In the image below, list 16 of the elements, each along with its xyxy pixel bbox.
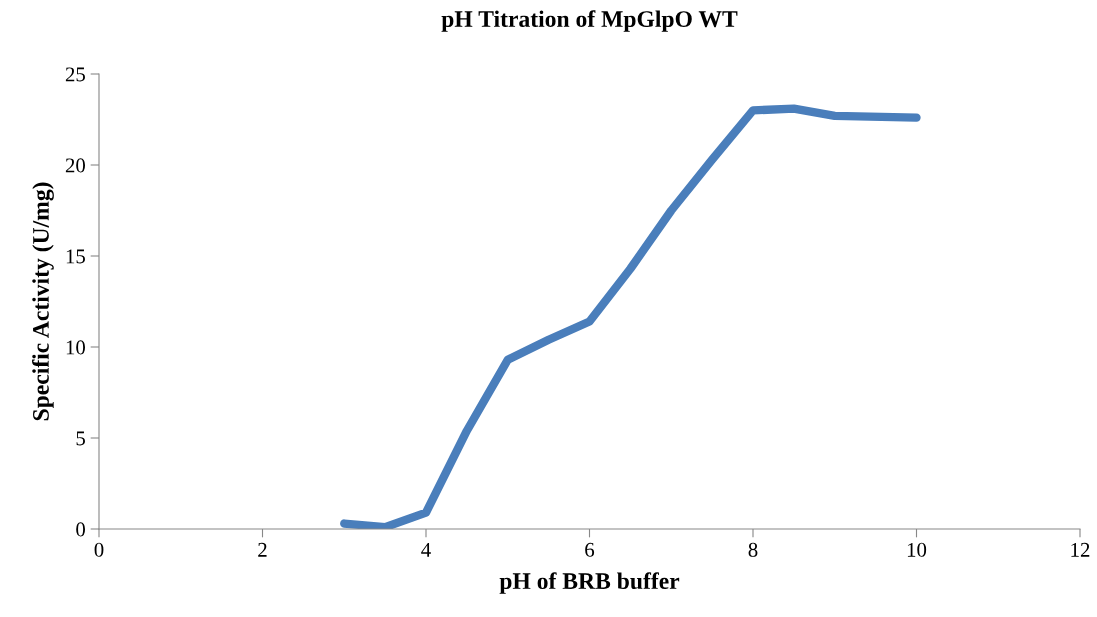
y-tick-label: 0: [76, 522, 86, 537]
x-tick-label: 8: [748, 542, 758, 557]
x-tick-label: 10: [907, 542, 927, 557]
y-tick-label: 15: [66, 249, 85, 264]
y-tick-label: 25: [65, 67, 85, 82]
x-tick-label: 6: [585, 542, 595, 557]
chart-title: pH Titration of MpGlpO WT: [441, 10, 738, 32]
x-tick-label: 2: [258, 542, 267, 557]
x-tick-label: 12: [1071, 542, 1090, 557]
y-tick-label: 10: [66, 340, 86, 355]
y-axis-title: Specific Activity (U/mg): [32, 182, 54, 421]
y-tick-label: 20: [65, 158, 86, 173]
x-tick-label: 4: [421, 542, 431, 557]
y-tick-label: 5: [76, 431, 85, 446]
x-axis-title: pH of BRB buffer: [499, 572, 680, 594]
x-tick-label: 0: [94, 542, 104, 557]
